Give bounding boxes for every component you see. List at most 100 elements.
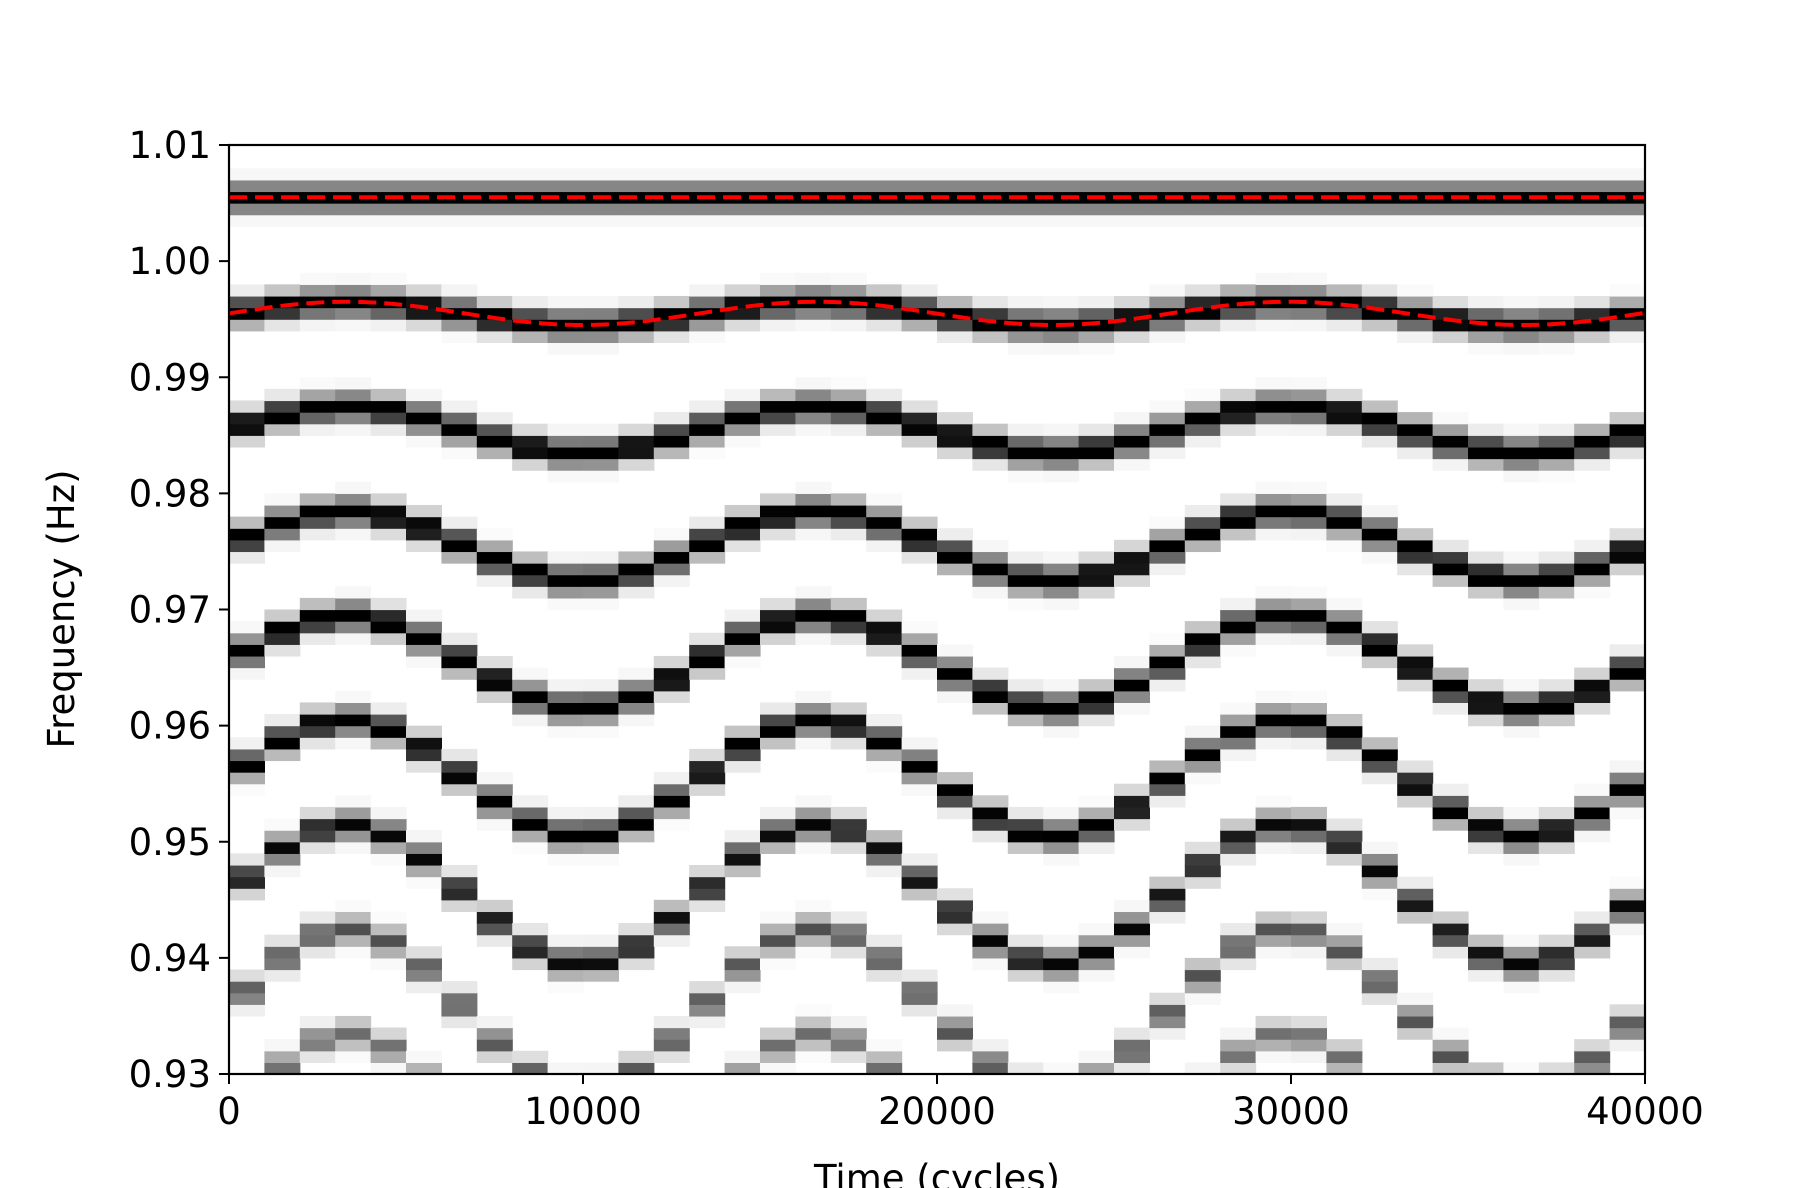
heatmap-cell [1326,644,1363,657]
heatmap-cell [724,412,761,425]
heatmap-cell [1114,1027,1150,1040]
heatmap-cell [866,1062,903,1074]
heatmap-cell [476,446,513,460]
heatmap-cell [370,632,407,645]
heatmap-cell [1184,539,1221,553]
heatmap-cell [795,632,832,645]
heatmap-cell [1291,1050,1327,1063]
heatmap-cell [406,319,442,332]
heatmap-cell [1503,423,1540,436]
heatmap-cell [1007,551,1044,564]
heatmap-cell [1043,934,1080,947]
heatmap-cell [1149,911,1186,924]
heatmap-cell [1468,690,1504,703]
heatmap-cell [1184,644,1221,657]
heatmap-cell [406,504,442,518]
heatmap-cell [1361,504,1398,518]
heatmap-cell [264,725,301,738]
heatmap-cell [299,388,336,402]
heatmap-cell [972,1062,1009,1074]
heatmap-cell [1503,853,1540,866]
heatmap-cell [901,551,938,564]
heatmap-cell [724,1050,761,1063]
heatmap-cell [618,203,655,216]
heatmap-cell [335,214,372,227]
heatmap-cell [689,644,726,657]
heatmap-cell [972,563,1009,576]
heatmap-cell [972,679,1009,692]
heatmap-cell [1432,1050,1469,1063]
heatmap-cell [689,899,726,913]
heatmap-cell [653,563,690,576]
heatmap-cell [830,400,867,413]
heatmap-cell [264,714,301,727]
heatmap-cell [1468,307,1504,320]
heatmap-cell [1432,690,1469,703]
heatmap-cell [1255,168,1292,181]
heatmap-cell [724,388,761,402]
heatmap-cell [1007,458,1044,471]
heatmap-cell [512,923,549,936]
heatmap-cell [724,179,761,193]
heatmap-cell [1043,586,1080,599]
heatmap-cell [406,957,442,971]
heatmap-cell [901,655,938,669]
heatmap-cell [866,400,903,413]
heatmap-cell [1609,528,1645,541]
heatmap-cell [653,528,690,541]
heatmap-cell [476,1015,513,1029]
heatmap-cell [335,504,372,518]
heatmap-cell [1043,458,1080,471]
heatmap-cell [653,818,690,831]
heatmap-cell [512,841,549,854]
heatmap-cell [653,446,690,460]
heatmap-cell [1220,423,1257,436]
heatmap-cell [937,1004,973,1017]
heatmap-cell [1361,214,1398,227]
heatmap-cell [901,284,938,297]
heatmap-cell [512,423,549,436]
heatmap-cell [866,609,903,622]
heatmap-cell [866,412,903,425]
heatmap-cell [653,330,690,344]
heatmap-cell [1361,319,1398,332]
heatmap-cell [1114,934,1150,947]
heatmap-cell [547,563,584,576]
heatmap-cell [724,504,761,518]
heatmap-cell [1184,516,1221,529]
heatmap-cell [1114,783,1150,796]
heatmap-cell [760,702,796,715]
heatmap-cell [1149,795,1186,808]
heatmap-cell [760,725,796,738]
heatmap-cell [901,1004,938,1017]
heatmap-cell [299,377,336,390]
heatmap-cell [370,528,407,541]
heatmap-cell [441,203,478,216]
heatmap-cell [901,539,938,553]
heatmap-cell [583,714,619,727]
heatmap-cell [547,1062,584,1074]
heatmap-cell [760,911,796,924]
x-axis-label: Time (cycles) [813,1157,1060,1188]
heatmap-cell [512,795,549,808]
heatmap-cell [1326,493,1363,506]
heatmap-cell [583,458,619,471]
heatmap-cell [441,992,478,1005]
heatmap-cell [1149,563,1186,576]
heatmap-cell [299,597,336,611]
heatmap-cell [937,690,973,703]
heatmap-cell [1574,795,1611,808]
heatmap-cell [1255,725,1292,738]
heatmap-cell [1609,446,1645,460]
heatmap-cell [1291,714,1327,727]
heatmap-cell [335,830,372,843]
heatmap-cell [1255,597,1292,611]
heatmap-cell [406,400,442,413]
heatmap-cell [441,284,478,297]
heatmap-cell [937,1015,973,1029]
heatmap-cell [1291,1015,1327,1029]
heatmap-cell [1291,528,1327,541]
heatmap-cell [1255,806,1292,820]
heatmap-cell [724,214,761,227]
heatmap-cell [830,388,867,402]
